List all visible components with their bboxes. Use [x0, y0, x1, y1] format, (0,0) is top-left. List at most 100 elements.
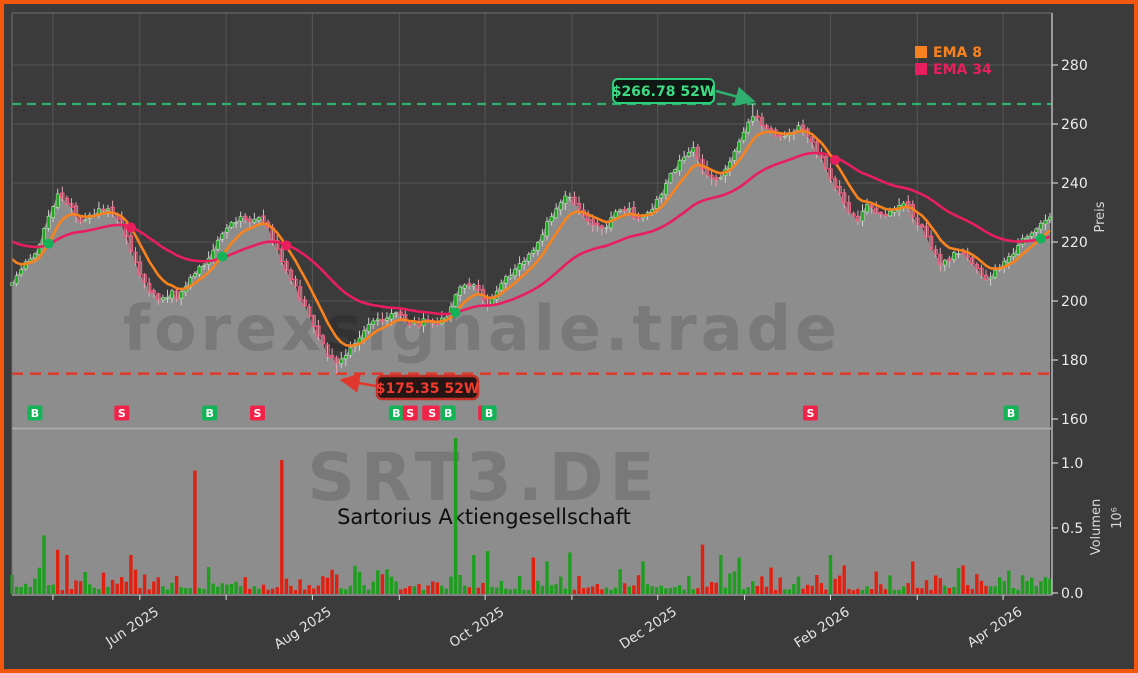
volume-bar — [984, 585, 988, 594]
price-axis: 280 260 240 220 200 180 160 Preis — [1052, 58, 1108, 428]
volume-bar — [769, 567, 773, 594]
volume-bar — [545, 561, 549, 594]
volume-bar — [28, 586, 32, 594]
candle-body-up — [558, 202, 563, 210]
volume-bar — [339, 588, 343, 594]
volume-bar — [1020, 575, 1025, 594]
candle-body-down — [279, 248, 284, 263]
volume-bar — [865, 586, 869, 594]
candle-body-up — [46, 215, 51, 229]
volume-bar — [97, 589, 101, 594]
volume-bar — [892, 589, 897, 594]
candle-body-down — [622, 208, 627, 211]
volume-bar — [435, 582, 439, 594]
candle-body-down — [828, 168, 833, 179]
candle-body-up — [234, 222, 238, 224]
candle-body-down — [906, 201, 911, 206]
volume-bar — [682, 589, 686, 594]
volume-bar — [938, 578, 942, 594]
volume-bar — [385, 569, 389, 594]
volume-bar — [243, 577, 247, 594]
price-tick-label: 160 — [1061, 412, 1088, 428]
price-tick-label: 200 — [1061, 294, 1088, 310]
volume-bar — [202, 588, 206, 594]
candle-body-up — [540, 234, 545, 242]
candle-body-down — [302, 299, 307, 307]
volume-bar — [668, 588, 673, 594]
volume-bar — [188, 588, 192, 594]
volume-bar — [321, 576, 325, 594]
candle-body-up — [1048, 216, 1052, 221]
price-tick-label: 180 — [1061, 353, 1088, 369]
volume-tick-label: 1.0 — [1061, 456, 1083, 472]
volume-bar — [911, 561, 915, 594]
volume-bar — [152, 581, 156, 594]
candle-body-up — [193, 273, 197, 277]
candle-body-down — [243, 215, 248, 221]
volume-bar — [883, 589, 888, 594]
volume-bar — [403, 588, 407, 594]
candle-body-down — [380, 318, 385, 322]
volume-bar — [906, 583, 910, 594]
volume-axis-multiplier: 10⁶ — [1110, 507, 1125, 529]
volume-bar — [687, 575, 691, 594]
volume-bar — [293, 590, 298, 594]
candle-body-up — [504, 276, 508, 284]
volume-bar — [156, 577, 160, 594]
volume-bar — [275, 587, 279, 594]
volume-bar — [1048, 578, 1052, 594]
volume-bar — [389, 576, 394, 594]
volume-bar — [988, 586, 993, 594]
bearish-cross-dot — [830, 154, 841, 165]
volume-bar — [179, 587, 183, 594]
candle-body-down — [247, 218, 252, 223]
candle-body-up — [952, 252, 956, 261]
volume-bar — [828, 555, 833, 594]
candle-body-down — [764, 125, 769, 130]
candle-body-up — [462, 284, 467, 289]
volume-bar — [51, 584, 55, 594]
volume-bar — [929, 589, 933, 594]
candle-body-up — [796, 125, 801, 131]
volume-bar — [19, 587, 23, 594]
volume-bar — [298, 579, 302, 594]
candle-body-up — [526, 254, 531, 262]
volume-bar — [229, 584, 234, 594]
legend-label: EMA 8 — [933, 45, 982, 61]
volume-bar — [444, 588, 449, 594]
candle-body-down — [855, 215, 861, 222]
candle-body-down — [476, 284, 481, 291]
volume-tick-label: 0.0 — [1061, 586, 1083, 602]
volume-bar — [408, 586, 412, 594]
volume-bar — [764, 586, 769, 594]
volume-bar — [645, 584, 650, 594]
watermark-ticker: SRT3.DE — [307, 439, 660, 516]
ema34-line — [11, 151, 1051, 316]
volume-bar — [842, 565, 846, 594]
volume-bar — [591, 586, 595, 594]
volume-tick-label: 0.5 — [1061, 521, 1083, 537]
sell-marker-label: S — [428, 407, 436, 420]
volume-bar — [248, 588, 252, 594]
volume-bar — [810, 585, 814, 594]
candle-body-up — [389, 313, 394, 320]
sell-marker — [402, 405, 418, 421]
candle-body-up — [371, 320, 376, 325]
candle-body-up — [627, 207, 632, 211]
volume-bar — [755, 586, 759, 594]
volume-bar — [463, 585, 467, 594]
volume-bar — [815, 575, 819, 594]
volume-bar — [234, 581, 238, 594]
sell-marker-label: S — [406, 407, 414, 420]
volume-bar — [42, 535, 46, 594]
volume-bar — [700, 544, 705, 594]
volume-bar — [142, 574, 147, 594]
volume-bar — [979, 580, 984, 594]
volume-bar — [888, 575, 892, 594]
volume-bar — [211, 583, 215, 594]
candle-body-down — [960, 252, 966, 255]
sell-marker — [249, 405, 265, 421]
volume-bar — [33, 578, 37, 594]
volume-bar — [74, 580, 78, 594]
candle-body-up — [609, 217, 613, 229]
